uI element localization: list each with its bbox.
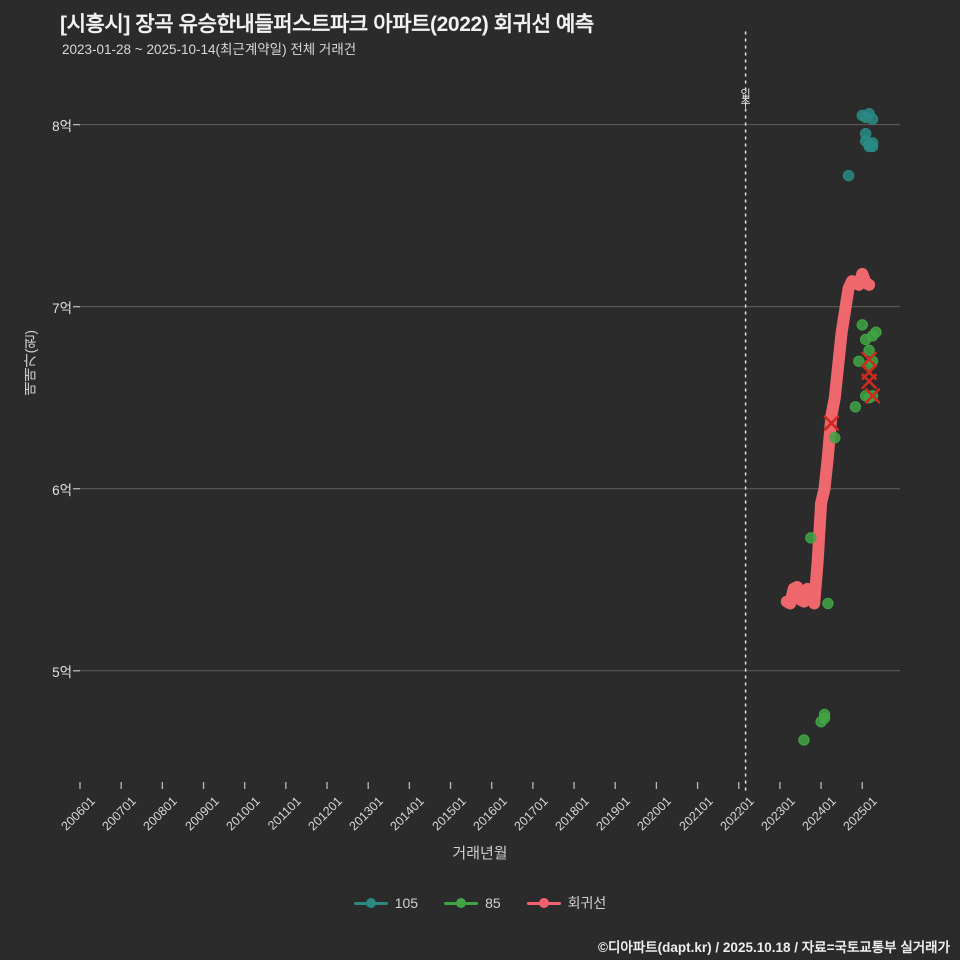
legend-swatch-icon — [444, 896, 479, 910]
x-tick-label: 200701 — [99, 794, 140, 834]
legend-label: 회귀선 — [567, 895, 607, 911]
x-tick-label: 201701 — [511, 794, 551, 834]
chart-subtitle: 2023-01-28 ~ 2025-10-14(최근계약일) 전체 거래건 — [62, 42, 357, 57]
legend-item[interactable]: 회귀선 — [526, 893, 607, 913]
legend-label: 85 — [485, 895, 501, 911]
data-point — [805, 532, 817, 544]
data-point — [818, 708, 831, 721]
series-outliers — [823, 351, 881, 431]
x-tick-label: 201601 — [470, 794, 510, 834]
movein-annotation-label: 입주 — [738, 88, 751, 106]
legend-label: 105 — [394, 895, 419, 911]
series-85 — [798, 319, 882, 746]
data-point — [866, 140, 879, 153]
data-point — [798, 734, 810, 746]
x-tick-label: 201001 — [223, 794, 263, 834]
outlier-marker — [861, 373, 877, 390]
chart-legend: 105 85 회귀선 — [0, 893, 960, 913]
data-point — [842, 169, 855, 182]
data-point — [829, 432, 841, 444]
plot-area — [73, 31, 900, 793]
x-tick-label: 202301 — [758, 794, 798, 834]
y-tick-label: 8억 — [52, 118, 72, 134]
x-tick-label: 200801 — [140, 794, 181, 834]
x-tick-label: 200601 — [58, 794, 98, 834]
x-tick-label: 202101 — [676, 794, 716, 834]
x-axis-title: 거래년월 — [452, 845, 508, 862]
y-tick-label: 7억 — [52, 300, 72, 316]
data-point — [866, 113, 879, 125]
x-tick-label: 201301 — [346, 794, 387, 834]
y-tick-label: 6억 — [52, 482, 72, 498]
x-tick-label: 202201 — [717, 794, 757, 834]
x-tick-label: 201901 — [593, 794, 634, 834]
x-tick-label: 202001 — [634, 794, 675, 834]
data-point — [870, 326, 882, 338]
outlier-marker — [864, 388, 881, 404]
outlier-marker — [823, 415, 840, 431]
data-point — [849, 401, 862, 413]
x-tick-label: 201201 — [305, 794, 345, 834]
x-tick-label: 201401 — [387, 794, 428, 834]
x-tick-label: 201501 — [429, 794, 469, 834]
x-tick-label: 201101 — [264, 794, 304, 833]
legend-item[interactable]: 105 — [353, 895, 419, 911]
data-point — [822, 597, 834, 610]
y-axis-ticks: 5억 6억 7억 8억 — [0, 0, 72, 960]
x-tick-label: 201801 — [552, 794, 592, 834]
x-tick-label: 202401 — [799, 794, 839, 834]
regression-line — [780, 267, 876, 610]
legend-swatch-icon — [353, 896, 388, 910]
data-point — [856, 319, 868, 331]
outlier-marker — [861, 351, 877, 368]
data-point — [863, 344, 875, 357]
footer-credit: ©디아파트(dapt.kr) / 2025.10.18 / 자료=국토교통부 실… — [598, 940, 950, 955]
legend-item[interactable]: 85 — [444, 895, 501, 911]
legend-swatch-icon — [526, 896, 561, 910]
y-tick-label: 5억 — [52, 664, 72, 680]
series-105 — [842, 107, 879, 182]
x-tick-label: 200901 — [182, 794, 222, 834]
data-point — [853, 355, 865, 367]
page-title: [시흥시] 장곡 유승한내들퍼스트파크 아파트(2022) 회귀선 예측 — [60, 13, 594, 36]
x-tick-label: 202501 — [840, 794, 881, 834]
plot-svg — [73, 31, 900, 793]
